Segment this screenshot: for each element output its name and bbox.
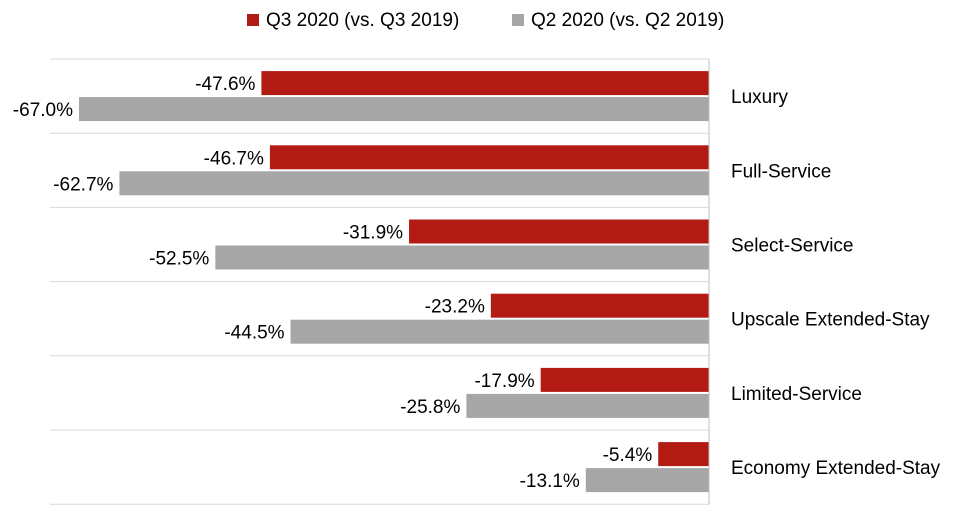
bar-q2-2020 [585, 468, 709, 493]
legend-label-series-1: Q3 2020 (vs. Q3 2019) [266, 10, 459, 31]
bar-q3-2020 [490, 293, 709, 318]
category-label: Limited-Service [731, 384, 862, 405]
legend-swatch-series-1 [247, 14, 259, 26]
category-label: Upscale Extended-Stay [731, 310, 930, 331]
bar-q2-2020 [215, 245, 710, 270]
bar-q3-2020 [269, 145, 709, 170]
data-label: -67.0% [13, 100, 73, 121]
bar-q2-2020 [119, 171, 709, 196]
legend-label-series-2: Q2 2020 (vs. Q2 2019) [531, 10, 724, 31]
category-label: Economy Extended-Stay [731, 458, 941, 479]
data-label: -46.7% [204, 148, 264, 169]
data-label: -52.5% [149, 249, 209, 270]
bar-q3-2020 [540, 367, 709, 392]
bar-q2-2020 [466, 393, 709, 418]
data-label: -44.5% [224, 323, 284, 344]
data-label: -25.8% [400, 397, 460, 418]
data-label: -47.6% [195, 74, 255, 95]
category-label: Select-Service [731, 236, 854, 257]
labels: -47.6% -67.0% Luxury -46.7% -62.7% Full-Servi… [13, 74, 941, 492]
data-label: -13.1% [520, 471, 580, 492]
data-label: -31.9% [343, 223, 403, 244]
legend: Q3 2020 (vs. Q3 2019) Q2 2020 (vs. Q2 201… [247, 10, 724, 31]
bars [79, 71, 710, 493]
data-label: -5.4% [603, 445, 653, 466]
bar-q2-2020 [290, 319, 709, 344]
data-label: -62.7% [53, 174, 113, 195]
category-label: Luxury [731, 87, 789, 108]
data-label: -23.2% [425, 297, 485, 318]
bar-q3-2020 [261, 71, 709, 96]
bar-q3-2020 [658, 442, 709, 467]
data-label: -17.9% [474, 371, 534, 392]
legend-swatch-series-2 [512, 14, 524, 26]
bar-q2-2020 [79, 97, 709, 122]
gridlines [50, 58, 709, 505]
bar-q3-2020 [409, 219, 709, 244]
category-label: Full-Service [731, 161, 831, 182]
